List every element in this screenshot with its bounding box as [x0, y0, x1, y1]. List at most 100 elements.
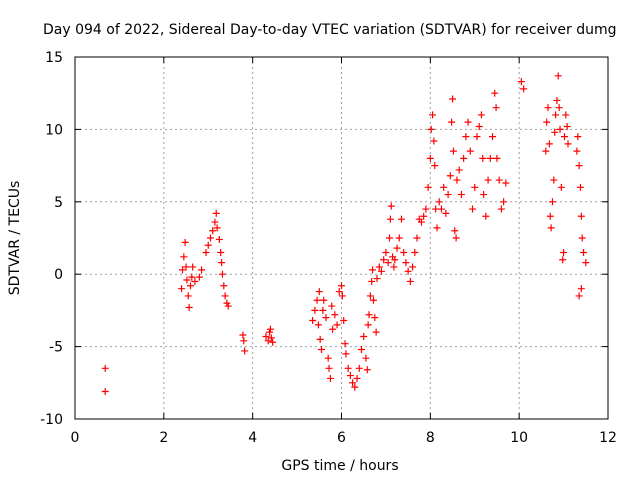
data-point-marker [577, 285, 585, 293]
data-point-marker [218, 270, 226, 278]
data-point-marker [409, 263, 417, 271]
data-point-marker [555, 104, 563, 112]
data-point-marker [209, 227, 217, 235]
data-point-marker [391, 256, 399, 264]
data-points [101, 72, 590, 395]
data-point-marker [502, 179, 510, 187]
data-point-marker [500, 198, 508, 206]
data-point-marker [318, 345, 326, 353]
x-axis-label: GPS time / hours [281, 458, 398, 474]
data-point-marker [560, 133, 568, 141]
data-point-marker [460, 154, 468, 162]
data-point-marker [491, 89, 499, 97]
y-tick-label: -5 [49, 340, 63, 356]
data-point-marker [364, 321, 372, 329]
data-point-marker [217, 248, 225, 256]
data-point-marker [435, 198, 443, 206]
data-point-marker [224, 302, 232, 310]
data-point-marker [325, 364, 333, 372]
data-point-marker [202, 248, 210, 256]
data-point-marker [366, 292, 374, 300]
data-point-marker [195, 273, 203, 281]
data-point-marker [575, 292, 583, 300]
data-point-marker [557, 183, 565, 191]
chart-title: Day 094 of 2022, Sidereal Day-to-day VTE… [43, 22, 617, 38]
data-point-marker [101, 387, 109, 395]
data-point-marker [185, 304, 193, 312]
data-point-marker [320, 296, 328, 304]
data-point-marker [578, 234, 586, 242]
data-point-marker [329, 325, 337, 333]
y-tick-label: 10 [45, 122, 63, 138]
tick-labels: 0 2 4 6 8 10 12 -10 -5 0 5 10 15 [40, 50, 617, 446]
data-point-marker [340, 317, 348, 325]
data-point-marker [313, 296, 321, 304]
data-point-marker [371, 314, 379, 322]
data-point-marker [573, 147, 581, 155]
data-point-marker [213, 224, 221, 232]
data-point-marker [442, 209, 450, 217]
y-tick-label: -10 [40, 412, 63, 428]
data-point-marker [564, 140, 572, 148]
data-point-marker [548, 198, 556, 206]
data-point-marker [430, 137, 438, 145]
data-point-marker [486, 154, 494, 162]
data-point-marker [462, 133, 470, 141]
data-point-marker [446, 172, 454, 180]
data-point-marker [482, 212, 490, 220]
data-point-marker [560, 248, 568, 256]
data-point-marker [342, 350, 350, 358]
data-point-marker [215, 235, 223, 243]
data-point-marker [338, 282, 345, 290]
data-point-marker [212, 209, 220, 217]
data-point-marker [556, 125, 564, 133]
data-point-marker [395, 234, 403, 242]
data-point-marker [241, 347, 249, 355]
data-point-marker [267, 334, 275, 342]
data-point-marker [189, 263, 197, 271]
data-point-marker [353, 374, 361, 382]
data-point-marker [547, 224, 555, 232]
data-point-marker [559, 256, 567, 264]
data-point-marker [406, 277, 414, 285]
data-point-marker [553, 96, 561, 104]
data-point-marker [211, 218, 219, 226]
data-point-marker [420, 212, 428, 220]
data-point-marker [437, 205, 445, 213]
data-point-marker [311, 306, 319, 314]
plot-frame [74, 56, 609, 420]
data-point-marker [397, 215, 405, 223]
data-point-marker [373, 275, 381, 283]
data-point-marker [475, 123, 483, 131]
data-point-marker [269, 338, 277, 346]
data-point-marker [582, 259, 590, 267]
data-point-marker [477, 111, 485, 119]
data-point-marker [349, 379, 357, 387]
data-point-marker [544, 104, 552, 112]
data-point-marker [575, 162, 583, 170]
data-point-marker [492, 104, 500, 112]
data-point-marker [563, 123, 571, 131]
data-point-marker [101, 364, 109, 372]
data-point-marker [324, 354, 332, 362]
y-tick-label: 15 [45, 50, 63, 66]
data-point-marker [546, 212, 554, 220]
data-point-marker [341, 340, 349, 348]
data-point-marker [316, 335, 324, 343]
data-point-marker [489, 133, 497, 141]
data-point-marker [580, 248, 588, 256]
y-axis-label: SDTVAR / TECUs [7, 181, 23, 296]
data-point-marker [400, 248, 408, 256]
data-point-marker [357, 345, 365, 353]
data-point-marker [464, 118, 472, 126]
data-point-marker [326, 374, 334, 382]
data-point-marker [562, 111, 570, 119]
data-point-marker [346, 372, 354, 380]
data-point-marker [355, 364, 363, 372]
data-point-marker [377, 267, 385, 275]
data-point-marker [240, 337, 248, 345]
data-point-marker [328, 302, 336, 310]
data-point-marker [375, 263, 383, 271]
data-point-marker [335, 288, 343, 296]
